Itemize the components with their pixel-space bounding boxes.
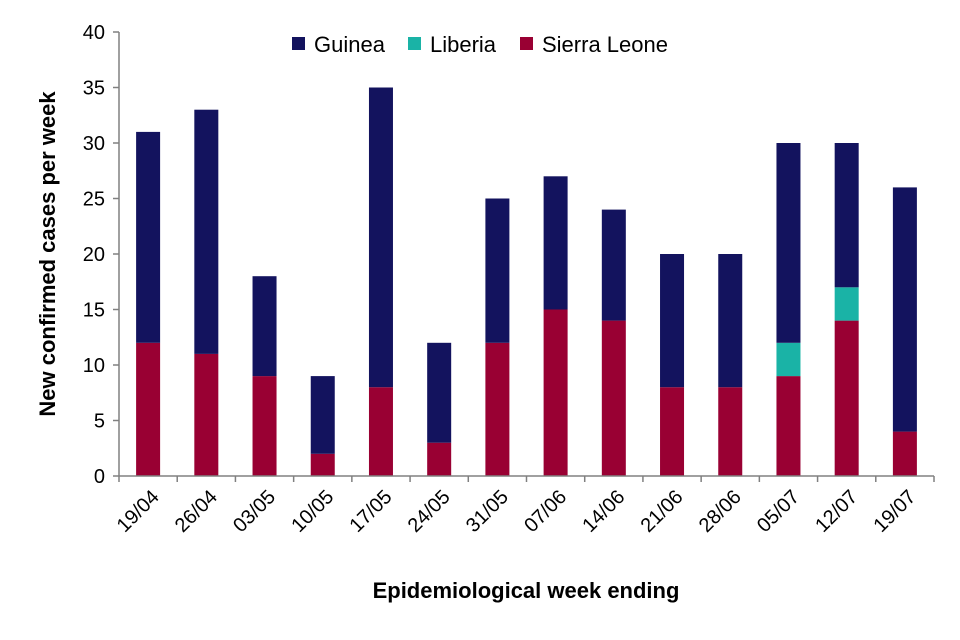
bar-guinea [834, 143, 859, 288]
bar-sierra-leone [660, 387, 685, 476]
bar-guinea [136, 131, 161, 343]
legend-label-guinea: Guinea [314, 32, 386, 57]
x-ticks: 19/04 26/04 03/05 10/05 17/05 24/05 31/05 07/06… [113, 476, 935, 537]
bar-sierra-leone [834, 320, 859, 476]
legend: Guinea Liberia Sierra Leone [292, 32, 668, 57]
x-tick-label: 07/06 [520, 486, 571, 537]
bar-sierra-leone [252, 376, 277, 476]
y-tick-label: 35 [83, 78, 105, 100]
legend-label-sierra-leone: Sierra Leone [542, 32, 668, 57]
legend-swatch-sierra-leone [520, 37, 533, 50]
legend-label-liberia: Liberia [430, 32, 497, 57]
bar-liberia [834, 287, 859, 321]
x-tick-label: 19/07 [869, 486, 920, 537]
y-axis-title: New confirmed cases per week [35, 91, 60, 417]
bar-sierra-leone [368, 387, 393, 476]
bar-guinea [485, 198, 510, 343]
y-ticks: 0 5 10 15 20 25 30 35 40 [83, 22, 119, 488]
bar-sierra-leone [892, 431, 917, 476]
bar-guinea [601, 209, 626, 321]
y-tick-label: 5 [94, 411, 105, 433]
x-tick-label: 21/06 [637, 486, 688, 537]
x-tick-label: 05/07 [753, 486, 804, 537]
x-tick-label: 24/05 [404, 486, 455, 537]
bar-sierra-leone [485, 342, 510, 476]
legend-swatch-liberia [408, 37, 421, 50]
bar-guinea [252, 276, 277, 377]
bar-liberia [776, 342, 801, 377]
x-tick-label: 31/05 [462, 486, 513, 537]
y-tick-label: 10 [83, 355, 105, 377]
axes [118, 32, 934, 477]
bars [136, 87, 917, 476]
x-tick-label: 26/04 [171, 486, 222, 537]
bar-sierra-leone [718, 387, 743, 476]
x-tick-label: 03/05 [229, 486, 280, 537]
legend-swatch-guinea [292, 37, 305, 50]
bar-sierra-leone [310, 453, 335, 476]
bar-sierra-leone [136, 342, 161, 476]
bar-guinea [776, 143, 801, 343]
bar-sierra-leone [776, 376, 801, 476]
y-tick-label: 30 [83, 133, 105, 155]
x-tick-label: 28/06 [695, 486, 746, 537]
bar-sierra-leone [601, 320, 626, 476]
bar-sierra-leone [543, 309, 568, 476]
y-tick-label: 15 [83, 300, 105, 322]
x-tick-label: 10/05 [287, 486, 338, 537]
x-tick-label: 14/06 [578, 486, 629, 537]
bar-guinea [543, 176, 568, 310]
bar-guinea [427, 342, 452, 443]
x-tick-label: 19/04 [113, 486, 164, 537]
bar-guinea [892, 187, 917, 432]
bar-guinea [368, 87, 393, 388]
bar-guinea [718, 254, 743, 388]
bar-sierra-leone [427, 442, 452, 476]
bar-guinea [310, 376, 335, 454]
bar-guinea [194, 109, 219, 354]
x-axis-title: Epidemiological week ending [373, 578, 680, 603]
y-tick-label: 25 [83, 189, 105, 211]
y-tick-label: 20 [83, 244, 105, 266]
y-tick-label: 0 [94, 466, 105, 488]
x-tick-label: 12/07 [811, 486, 862, 537]
bar-guinea [660, 254, 685, 388]
y-tick-label: 40 [83, 22, 105, 44]
x-tick-label: 17/05 [346, 486, 397, 537]
bar-sierra-leone [194, 353, 219, 476]
